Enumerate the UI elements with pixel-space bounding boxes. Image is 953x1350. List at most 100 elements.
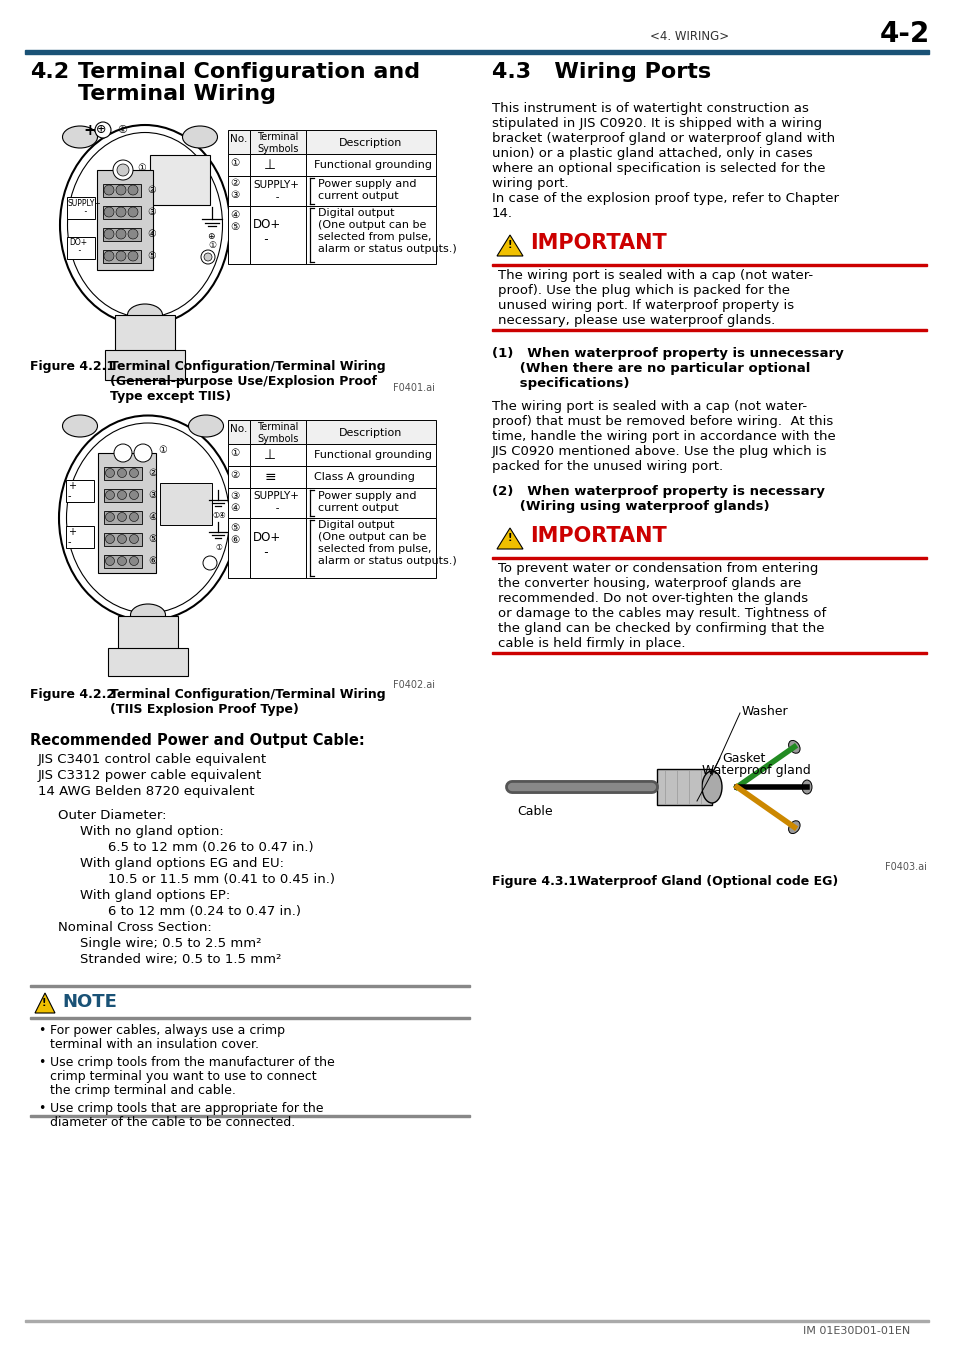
Bar (103, 207, 141, 219)
Text: ⑤: ⑤ (147, 251, 155, 261)
Ellipse shape (104, 207, 113, 217)
Text: •: • (38, 1025, 46, 1037)
Bar (228, 466, 250, 487)
Bar (118, 616, 178, 653)
Text: time, handle the wiring port in accordance with the: time, handle the wiring port in accordan… (492, 431, 835, 443)
Text: ⑥: ⑥ (148, 556, 156, 566)
Text: ①: ① (230, 158, 239, 167)
Text: Use crimp tools that are appropriate for the: Use crimp tools that are appropriate for… (50, 1102, 323, 1115)
Bar (228, 487, 250, 518)
Text: ⊥: ⊥ (264, 158, 275, 171)
Bar (228, 154, 250, 176)
Bar (104, 489, 142, 502)
Text: Stranded wire; 0.5 to 1.5 mm²: Stranded wire; 0.5 to 1.5 mm² (80, 953, 281, 967)
Text: selected from pulse,: selected from pulse, (317, 232, 431, 242)
Ellipse shape (201, 250, 214, 265)
Bar (25, 1320, 928, 1322)
Text: proof) that must be removed before wiring.  At this: proof) that must be removed before wirin… (492, 414, 832, 428)
Text: Figure 4.2.1: Figure 4.2.1 (30, 360, 115, 373)
Polygon shape (497, 235, 522, 256)
Text: For power cables, always use a crimp: For power cables, always use a crimp (50, 1025, 285, 1037)
Text: (When there are no particular optional: (When there are no particular optional (492, 362, 809, 375)
Ellipse shape (106, 468, 114, 478)
Text: 6.5 to 12 mm (0.26 to 0.47 in.): 6.5 to 12 mm (0.26 to 0.47 in.) (108, 841, 314, 855)
Ellipse shape (801, 780, 811, 794)
Text: The wiring port is sealed with a cap (not water-: The wiring port is sealed with a cap (no… (492, 400, 806, 413)
Bar (97, 170, 152, 270)
Bar (250, 176, 306, 207)
Text: ①: ① (117, 126, 127, 135)
Text: 14 AWG Belden 8720 equivalent: 14 AWG Belden 8720 equivalent (38, 784, 254, 798)
Text: This instrument is of watertight construction as: This instrument is of watertight constru… (492, 103, 808, 115)
Ellipse shape (788, 821, 800, 833)
Bar (105, 350, 185, 379)
Text: SUPPLY+
       -: SUPPLY+ - (253, 491, 298, 513)
Text: +: + (68, 481, 76, 491)
Bar (250, 466, 306, 487)
Bar (30, 1115, 470, 1116)
Text: packed for the unused wiring port.: packed for the unused wiring port. (492, 460, 722, 472)
Text: Recommended Power and Output Cable:: Recommended Power and Output Cable: (30, 733, 364, 748)
Text: Description: Description (339, 428, 402, 437)
Text: ⊕: ⊕ (96, 123, 107, 136)
Text: 4-2: 4-2 (879, 20, 929, 49)
Text: ④: ④ (148, 512, 156, 522)
Text: Functional grounding: Functional grounding (314, 161, 432, 170)
Text: the converter housing, waterproof glands are: the converter housing, waterproof glands… (497, 576, 801, 590)
Text: ⑤
⑥: ⑤ ⑥ (230, 522, 239, 544)
Ellipse shape (130, 513, 138, 521)
Ellipse shape (130, 490, 138, 500)
Ellipse shape (104, 251, 113, 261)
Text: 4.3   Wiring Ports: 4.3 Wiring Ports (492, 62, 710, 82)
Ellipse shape (67, 423, 230, 613)
Ellipse shape (182, 126, 217, 148)
Bar (103, 250, 141, 263)
Ellipse shape (117, 163, 129, 176)
Ellipse shape (106, 535, 114, 544)
Text: current output: current output (317, 504, 398, 513)
Text: SUPPLY+
       -: SUPPLY+ - (253, 180, 298, 201)
Text: or damage to the cables may result. Tightness of: or damage to the cables may result. Tigh… (497, 608, 825, 620)
Ellipse shape (130, 468, 138, 478)
Ellipse shape (203, 556, 216, 570)
Text: ②: ② (148, 468, 156, 478)
Text: ⑤: ⑤ (148, 535, 156, 544)
Text: -: - (68, 491, 71, 501)
Bar (492, 652, 926, 653)
Ellipse shape (130, 535, 138, 544)
Text: ④: ④ (147, 230, 155, 239)
Text: The wiring port is sealed with a cap (not water-: The wiring port is sealed with a cap (no… (497, 269, 812, 282)
Text: With no gland option:: With no gland option: (80, 825, 224, 838)
Text: (One output can be: (One output can be (317, 220, 426, 230)
Text: Figure 4.2.2: Figure 4.2.2 (30, 688, 115, 701)
Ellipse shape (116, 251, 126, 261)
Text: Waterproof Gland (Optional code EG): Waterproof Gland (Optional code EG) (563, 875, 838, 888)
Text: DO+
   -: DO+ - (253, 531, 281, 559)
Bar (228, 444, 250, 466)
Bar (250, 487, 306, 518)
Bar (250, 154, 306, 176)
Text: IM 01E30D01-01EN: IM 01E30D01-01EN (801, 1326, 909, 1336)
Text: ⊥: ⊥ (264, 448, 275, 462)
Text: necessary, please use waterproof glands.: necessary, please use waterproof glands. (497, 315, 775, 327)
Text: bracket (waterproof gland or waterproof gland with: bracket (waterproof gland or waterproof … (492, 132, 834, 144)
Bar (306, 466, 436, 487)
Bar (66, 481, 94, 502)
Ellipse shape (128, 207, 138, 217)
Ellipse shape (63, 126, 97, 148)
Ellipse shape (106, 490, 114, 500)
Text: In case of the explosion proof type, refer to Chapter: In case of the explosion proof type, ref… (492, 192, 838, 205)
Text: terminal with an insulation cover.: terminal with an insulation cover. (50, 1038, 258, 1052)
Ellipse shape (116, 185, 126, 194)
Text: ①: ① (214, 543, 222, 552)
Text: ③: ③ (147, 207, 155, 217)
Ellipse shape (189, 414, 223, 437)
Ellipse shape (116, 230, 126, 239)
Bar (228, 420, 250, 444)
Text: JIS C3401 control cable equivalent: JIS C3401 control cable equivalent (38, 753, 267, 765)
Ellipse shape (104, 185, 113, 194)
Ellipse shape (112, 161, 132, 180)
Text: crimp terminal you want to use to connect: crimp terminal you want to use to connec… (50, 1071, 316, 1083)
Text: DO+
   -: DO+ - (253, 217, 281, 246)
Bar (150, 155, 210, 205)
